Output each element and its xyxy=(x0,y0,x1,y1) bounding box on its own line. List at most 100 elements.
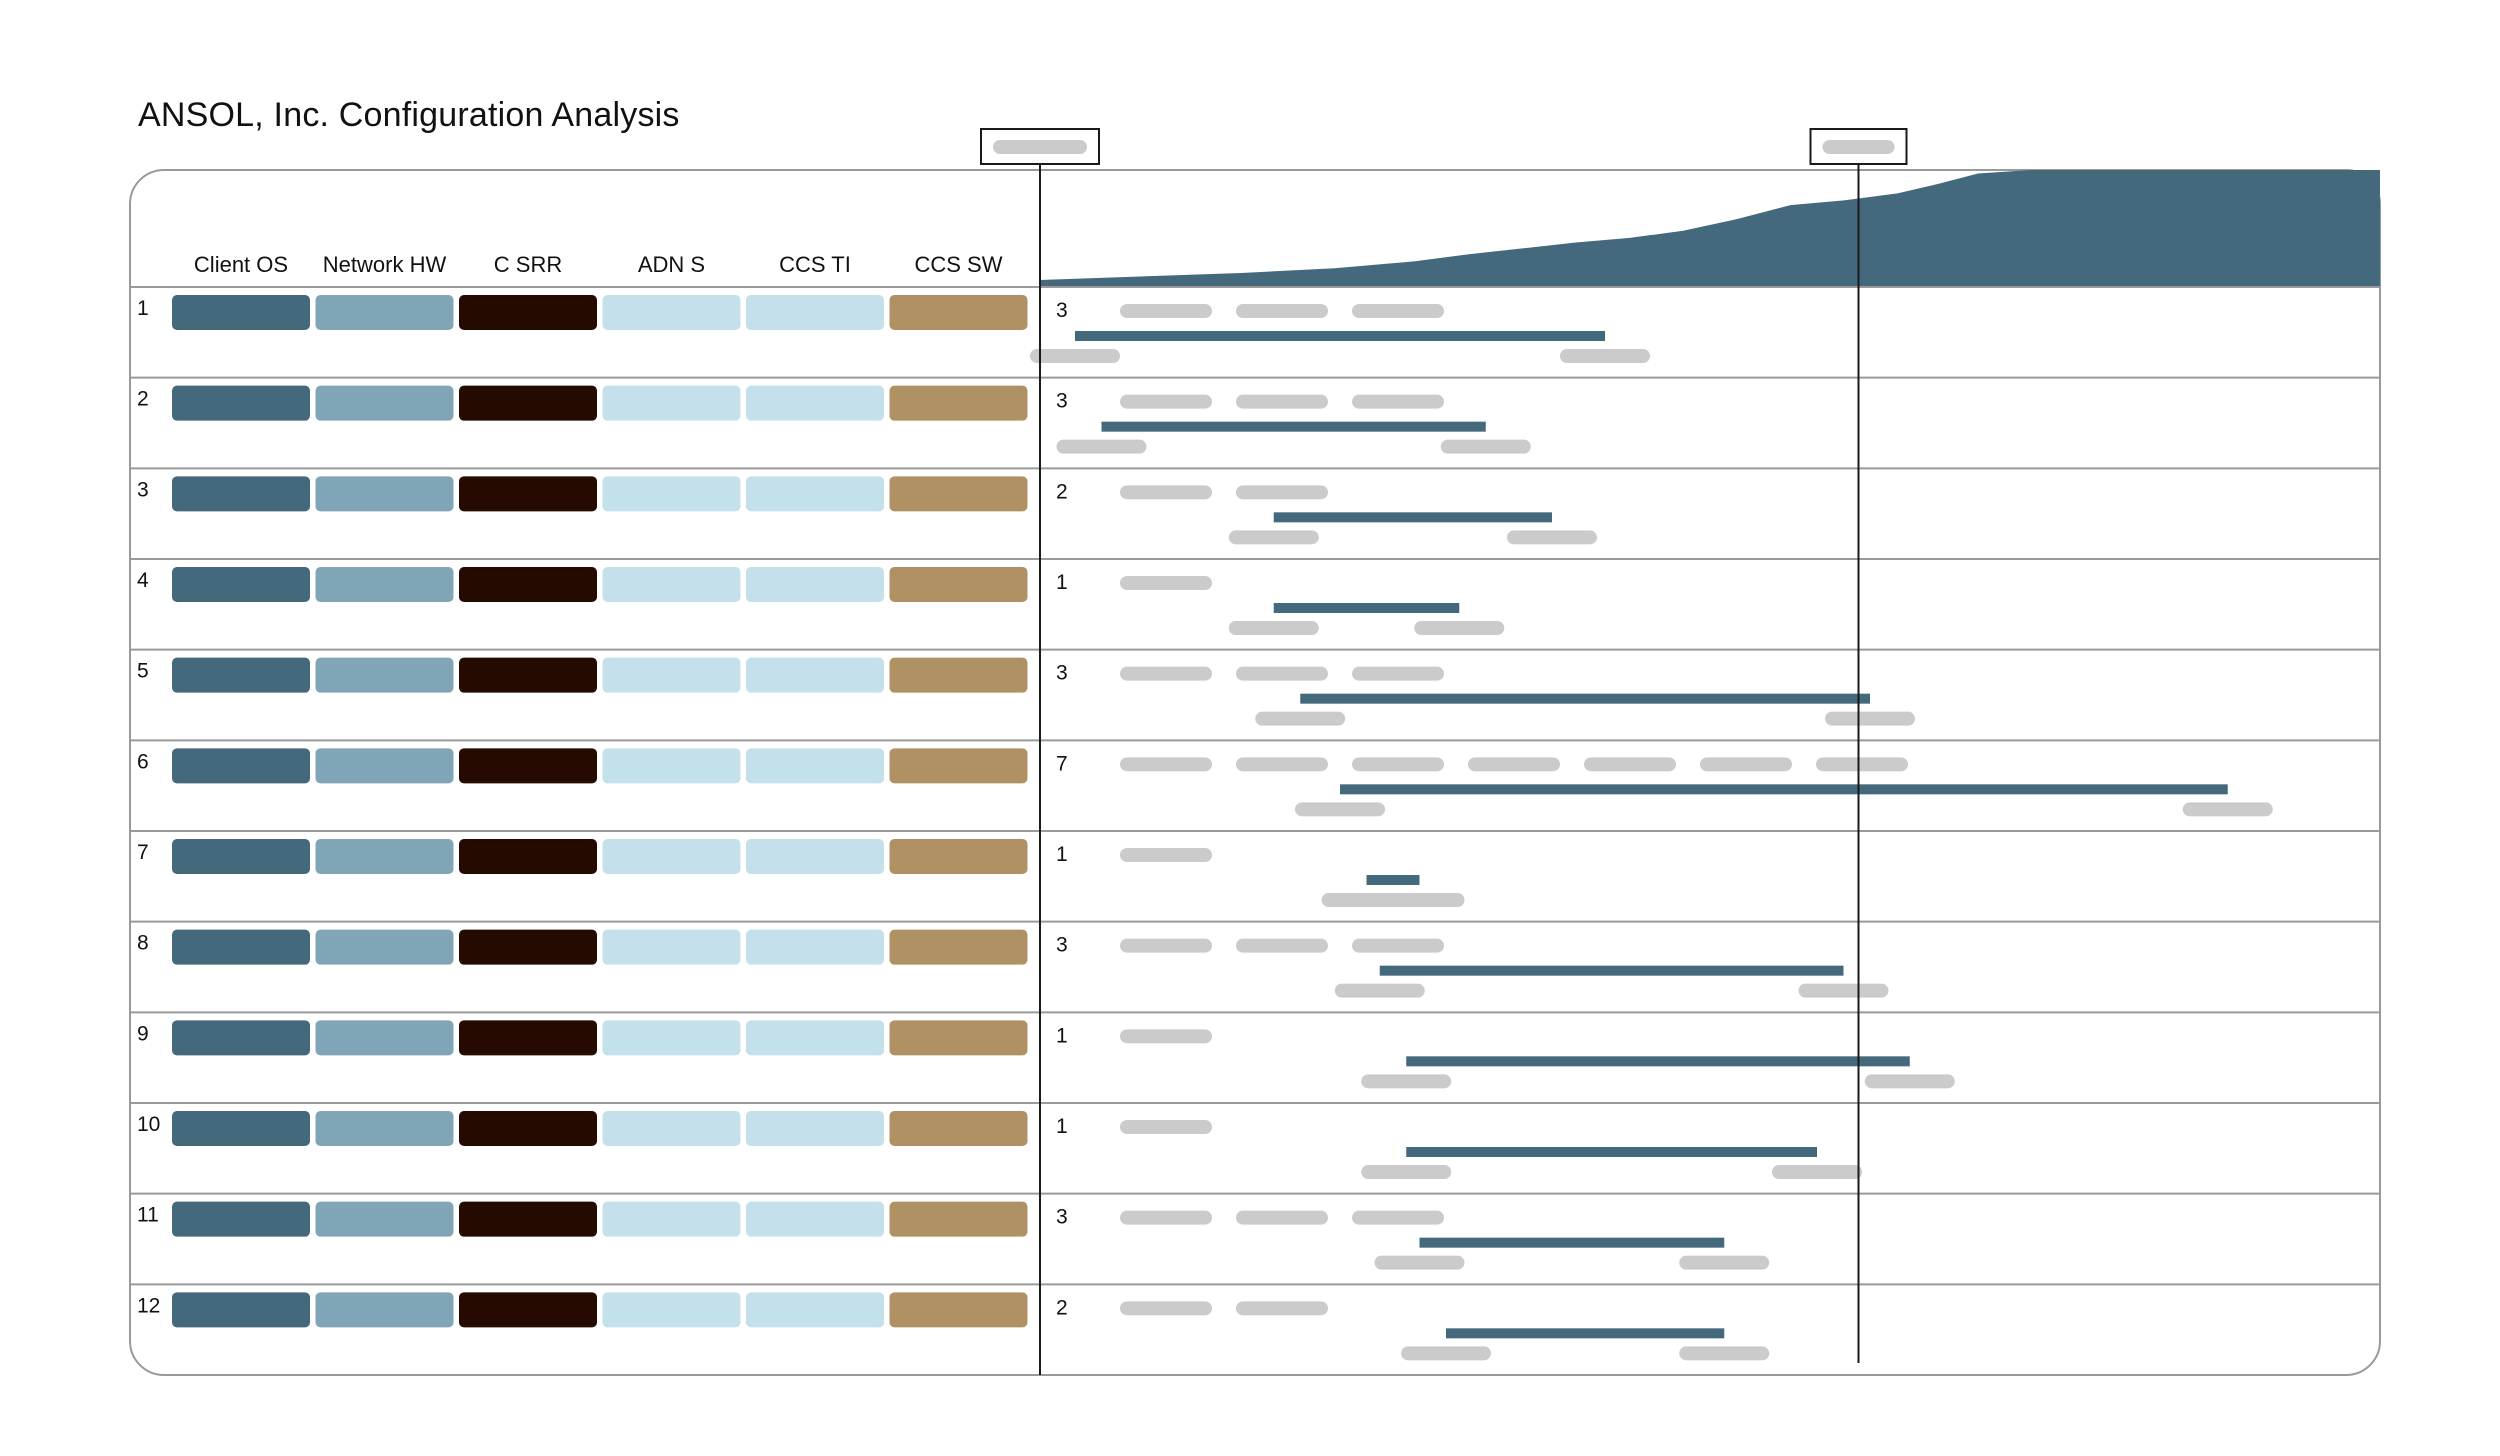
start-label-placeholder xyxy=(1228,621,1319,635)
end-label-placeholder xyxy=(1440,439,1531,454)
config-cell xyxy=(459,1201,597,1237)
config-cell xyxy=(746,839,884,874)
config-cell xyxy=(172,476,310,512)
count-placeholder xyxy=(1236,394,1328,409)
config-cell xyxy=(602,748,741,784)
start-label-placeholder xyxy=(1361,1074,1452,1089)
config-cell xyxy=(459,476,597,512)
config-cell xyxy=(172,1020,310,1056)
config-cell xyxy=(889,929,1028,965)
config-cell xyxy=(459,1020,597,1056)
row-number: 5 xyxy=(137,660,149,683)
start-label-placeholder xyxy=(1334,983,1425,998)
config-cell xyxy=(602,476,741,512)
config-cell xyxy=(602,839,741,874)
config-cell xyxy=(315,1201,454,1237)
column-header: Client OS xyxy=(194,252,288,277)
count-placeholder xyxy=(1120,666,1212,681)
config-cell xyxy=(315,839,454,874)
count-placeholder xyxy=(1352,757,1444,772)
start-label-placeholder xyxy=(1295,802,1385,817)
end-label-placeholder xyxy=(1374,893,1465,907)
count-placeholder xyxy=(1352,666,1444,681)
config-cell xyxy=(315,385,454,421)
config-cell xyxy=(459,839,597,874)
config-cell xyxy=(315,295,454,330)
config-cell xyxy=(172,295,310,330)
config-cell xyxy=(889,839,1028,874)
config-cell xyxy=(602,1292,741,1328)
count-placeholder xyxy=(1120,1210,1212,1225)
count-placeholder xyxy=(1120,938,1212,953)
config-cell xyxy=(459,1111,597,1146)
config-count: 3 xyxy=(1056,299,1068,322)
count-placeholder xyxy=(1120,757,1212,772)
column-header: CCS SW xyxy=(915,252,1003,277)
count-placeholder xyxy=(1120,848,1212,862)
row-number: 10 xyxy=(137,1113,160,1136)
count-placeholder xyxy=(1236,1301,1328,1316)
config-cell xyxy=(889,657,1028,693)
config-cell xyxy=(315,1292,454,1328)
config-count: 2 xyxy=(1056,1296,1068,1319)
page-title: ANSOL, Inc. Configuration Analysis xyxy=(138,96,680,134)
config-cell xyxy=(746,295,884,330)
config-cell xyxy=(172,385,310,421)
config-cell xyxy=(459,1292,597,1328)
config-cell xyxy=(315,657,454,693)
count-placeholder xyxy=(1352,1210,1444,1225)
config-cell xyxy=(746,1020,884,1056)
end-label-placeholder xyxy=(1414,621,1505,635)
count-placeholder xyxy=(1120,1301,1212,1316)
column-header: ADN S xyxy=(638,252,705,277)
config-cell xyxy=(746,748,884,784)
row-number: 6 xyxy=(137,750,149,773)
config-cell xyxy=(746,657,884,693)
count-placeholder xyxy=(1816,757,1908,772)
config-cell xyxy=(172,1292,310,1328)
config-cell xyxy=(889,1201,1028,1237)
config-cell xyxy=(889,1020,1028,1056)
config-cell xyxy=(602,385,741,421)
count-placeholder xyxy=(1236,485,1328,500)
end-label-placeholder xyxy=(1679,1255,1770,1270)
timeline-bar xyxy=(1366,875,1420,885)
count-placeholder xyxy=(1352,394,1444,409)
config-count: 7 xyxy=(1056,752,1068,775)
config-cell xyxy=(889,567,1028,602)
config-cell xyxy=(315,1020,454,1056)
config-cell xyxy=(459,657,597,693)
column-header: CCS TI xyxy=(779,252,851,277)
config-cell xyxy=(746,385,884,421)
config-cell xyxy=(602,1201,741,1237)
config-cell xyxy=(172,1201,310,1237)
timeline-bar xyxy=(1340,784,2228,795)
end-label-placeholder xyxy=(1798,983,1889,998)
config-count: 2 xyxy=(1056,480,1068,503)
config-cell xyxy=(459,929,597,965)
config-cell xyxy=(889,295,1028,330)
config-cell xyxy=(459,748,597,784)
config-cell xyxy=(602,657,741,693)
count-placeholder xyxy=(1120,394,1212,409)
config-cell xyxy=(602,567,741,602)
config-cell xyxy=(889,385,1028,421)
config-cell xyxy=(459,295,597,330)
config-cell xyxy=(459,567,597,602)
count-placeholder xyxy=(1236,304,1328,318)
config-count: 1 xyxy=(1056,843,1068,866)
count-placeholder xyxy=(1236,757,1328,772)
count-placeholder xyxy=(1468,757,1560,772)
config-cell xyxy=(746,1292,884,1328)
config-count: 1 xyxy=(1056,1024,1068,1047)
count-placeholder xyxy=(1584,757,1676,772)
config-cell xyxy=(172,1111,310,1146)
count-placeholder xyxy=(1236,1210,1328,1225)
cumulative-area xyxy=(1040,170,2380,287)
timeline-bar xyxy=(1446,1328,1725,1339)
timeline-bar xyxy=(1379,965,1844,976)
start-label-placeholder xyxy=(1255,711,1346,726)
count-placeholder xyxy=(1120,576,1212,590)
config-cell xyxy=(172,929,310,965)
start-label-placeholder xyxy=(1361,1165,1452,1179)
